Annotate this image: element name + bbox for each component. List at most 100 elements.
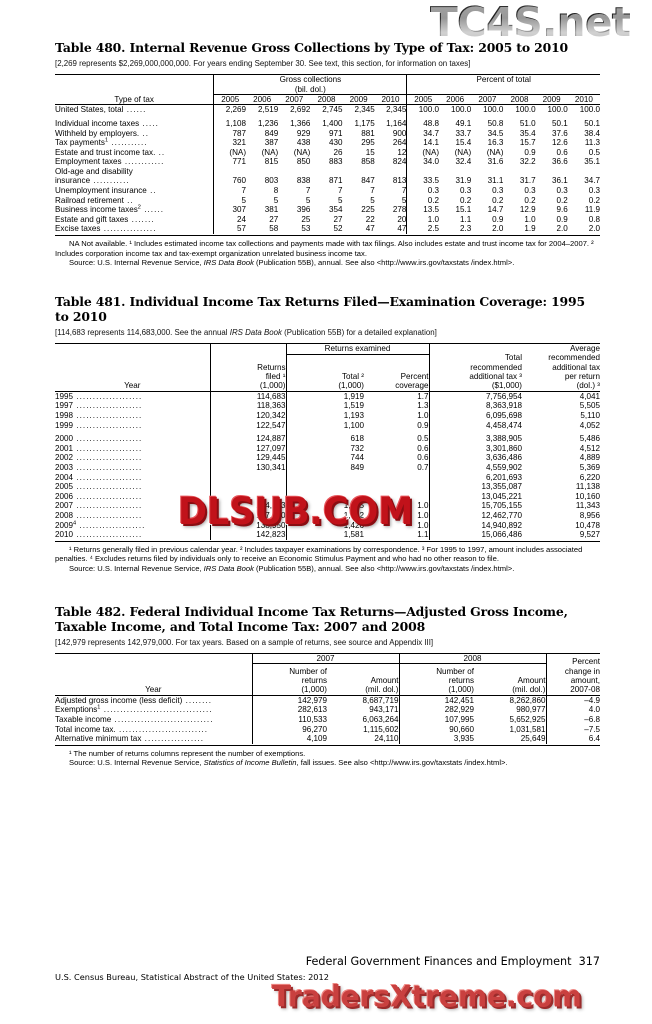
data-cell: 15,066,486 [428, 530, 522, 540]
col-gross-2005: 2005 [213, 93, 247, 105]
data-cell [439, 167, 471, 177]
data-cell [278, 167, 310, 177]
data-cell: 4,559,902 [428, 463, 522, 473]
data-cell: 4,889 [579, 453, 600, 463]
leader-dots: .................... [73, 491, 143, 501]
data-cell: 118,363 [209, 401, 286, 412]
table-row: insurance ........... 760 803 838 871 847 813 3… [55, 176, 600, 187]
page-content: Table 480. Internal Revenue Gross Collec… [55, 40, 600, 768]
row-label-text: 2007 [55, 501, 74, 511]
row-label-text: 1999 [55, 420, 74, 430]
data-cell: 36.6 [551, 157, 568, 167]
data-cell [209, 472, 286, 483]
data-cell: 847 [361, 176, 375, 186]
data-cell: 5 [338, 195, 343, 205]
data-cell: 11,138 [575, 482, 600, 492]
row-label: 2008 .................... [55, 511, 210, 521]
table-480-source: Source: U.S. Internal Revenue Service, I… [69, 258, 515, 268]
data-cell: 1,400 [322, 118, 343, 128]
data-cell: 31.7 [519, 176, 536, 186]
data-cell: 1,236 [257, 118, 279, 128]
table-482-col-amount-2008: Amount (mil. dol.) [474, 662, 546, 696]
row-label: Estate and trust income tax. .. [55, 148, 214, 158]
data-cell [364, 492, 429, 502]
row-label: Tax payments1 ........... [55, 138, 214, 148]
data-cell: 11.9 [584, 205, 600, 215]
gap-2 [55, 574, 600, 604]
data-cell [285, 472, 364, 483]
table-480-group-gross: Gross collections (bil. dol.) [213, 74, 407, 95]
data-cell: 307 [213, 205, 247, 215]
row-label: 2010 .................... [55, 530, 210, 540]
data-cell: 5,652,925 [509, 714, 546, 724]
data-cell: 130,341 [209, 463, 286, 473]
row-label: 2001 .................... [55, 444, 210, 454]
data-cell: 0.9 [556, 214, 568, 224]
row-label-text: Excise taxes [55, 224, 101, 234]
table-row: Total income tax. ......................… [55, 724, 600, 735]
data-cell: 114,683 [209, 391, 286, 402]
table-row: 2002 .................... 129,445 744 0.6 3,… [55, 453, 600, 463]
data-cell: 760 [213, 176, 247, 187]
data-cell: 2,692 [290, 105, 311, 115]
table-480-body: United States, total ...... 2,269 2,519 2,6… [55, 104, 600, 235]
table-482-head: Year 2007 2008 Percent change in amount,… [55, 653, 600, 696]
data-cell: 849 [264, 128, 279, 138]
footnote-marker: 1 [104, 137, 109, 144]
data-cell: 36.1 [551, 176, 568, 186]
data-cell: 264 [392, 138, 407, 148]
col-gross-2007: 2007 [278, 93, 311, 105]
data-cell: 35.1 [584, 157, 600, 167]
data-cell: 430 [329, 138, 343, 148]
table-row: 2001 .................... 127,097 732 0.6 3,… [55, 443, 600, 454]
data-cell: 12.9 [519, 205, 536, 215]
leader-dots: .. [139, 128, 150, 138]
data-cell: 2,345 [354, 105, 375, 115]
data-cell: 0.6 [417, 443, 429, 453]
table-row: Unemployment insurance .. 7 8 7 7 7 7 0.3 0.3 0.3… [55, 186, 600, 196]
data-cell: 1.9 [524, 224, 536, 234]
table-row: Alternative minimum tax ................… [55, 734, 600, 744]
data-cell: 6,201,693 [428, 472, 522, 483]
data-cell: 1.0 [417, 510, 429, 520]
row-label: Taxable income .........................… [55, 715, 252, 725]
data-cell: 8,956 [579, 510, 600, 520]
table-row: Individual income taxes ..... 1,108 1,236 1… [55, 118, 600, 129]
row-label: 1998 .................... [55, 411, 210, 421]
data-cell: 850 [296, 157, 311, 167]
data-cell: 25,649 [520, 734, 546, 744]
data-cell: 0.5 [588, 147, 600, 157]
data-cell: 381 [264, 205, 279, 215]
data-cell: 824 [392, 157, 407, 167]
data-cell: 4,052 [579, 420, 600, 430]
data-cell: 295 [361, 138, 375, 148]
data-cell: 38.4 [584, 128, 600, 138]
table-482-col-returns-2007: Number of returns (1,000) [251, 662, 327, 696]
leader-dots: .................... [73, 443, 143, 453]
data-cell: 0.5 [417, 434, 429, 444]
col-gross-2008: 2008 [310, 93, 343, 105]
data-cell [246, 167, 278, 177]
table-row: Taxable income .........................… [55, 714, 600, 725]
data-cell: (NA) [213, 147, 247, 158]
data-cell: 1.1 [459, 214, 472, 224]
data-cell: 1.7 [417, 391, 429, 401]
data-cell: 815 [264, 157, 279, 167]
data-cell: 2.0 [492, 224, 504, 234]
table-row: 2004 .................... 6,201,693 6,220 [55, 472, 600, 483]
data-cell: 438 [296, 138, 311, 148]
data-cell: 100.0 [483, 105, 504, 115]
data-cell: 3,636,486 [428, 453, 522, 463]
table-row: Estate and trust income tax. .. (NA) (NA)(… [55, 147, 600, 158]
data-cell: 34.5 [487, 128, 504, 138]
data-cell: 2.3 [459, 224, 472, 234]
data-cell: 5,110 [580, 411, 600, 421]
data-cell: 5 [370, 195, 375, 205]
data-cell: 8,687,719 [362, 695, 399, 705]
row-label: Exemptions1 ............................… [55, 705, 252, 715]
data-cell: 20 [397, 214, 407, 224]
spacer-row [55, 430, 600, 435]
row-label: insurance ........... [55, 176, 214, 186]
table-row: 1997 .................... 118,363 1,519 1.3… [55, 401, 600, 412]
data-cell: 883 [329, 157, 343, 167]
